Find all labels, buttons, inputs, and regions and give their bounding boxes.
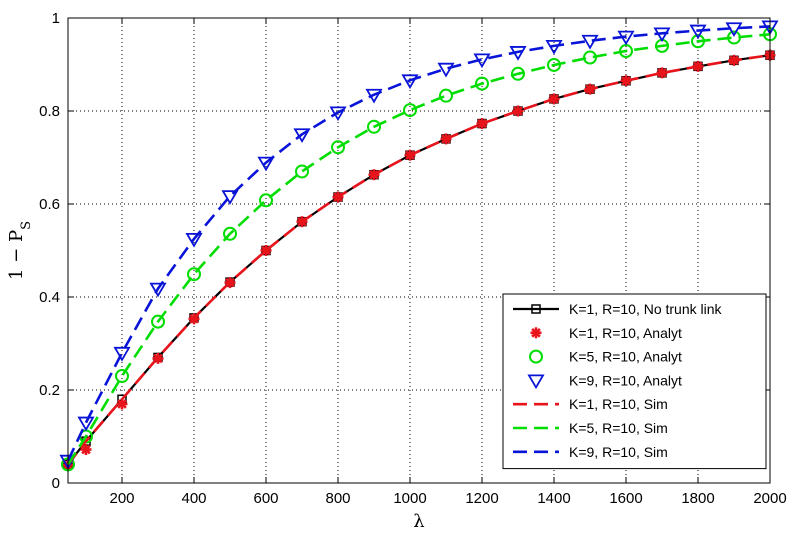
legend-label: K=5, R=10, Sim <box>569 420 668 436</box>
tick-labels: 200 400 600 800 1000 1200 1400 1600 1800 2000 0 0.2… <box>39 10 787 507</box>
star-stroke <box>657 68 667 78</box>
y-tick-label: 0 <box>52 475 60 492</box>
legend-label: K=5, R=10, Analyt <box>569 349 682 365</box>
y-tick-label: 0.8 <box>39 103 60 120</box>
y-tick-label: 0.4 <box>39 289 60 306</box>
star-stroke <box>531 327 541 338</box>
legend-label: K=9, R=10, Analyt <box>569 372 682 388</box>
data-point <box>295 164 309 179</box>
plot-frame <box>67 17 771 484</box>
data-point <box>511 66 525 81</box>
legend-label: K=1, R=10, No trunk link <box>569 301 723 317</box>
x-tick-label: 600 <box>253 490 278 507</box>
data-point <box>116 398 128 410</box>
data-point <box>151 314 165 329</box>
series-line <box>66 53 771 466</box>
data-point <box>77 416 95 432</box>
legend-item: K=9, R=10, Analyt <box>527 372 682 390</box>
axis-ticks <box>68 17 771 484</box>
legend-box <box>502 293 767 470</box>
data-point <box>581 34 599 50</box>
data-point <box>223 226 237 241</box>
y-tick-label: 0.6 <box>39 196 60 213</box>
legend-item: K=9, R=10, Sim <box>513 444 668 460</box>
data-point <box>403 103 417 118</box>
data-point <box>115 369 129 384</box>
legend-label: K=1, R=10, Analyt <box>569 325 682 341</box>
star-stroke <box>513 106 523 116</box>
series-line <box>66 25 771 462</box>
x-tick-label: 400 <box>181 490 206 507</box>
series-7 <box>66 25 771 462</box>
legend-item: K=5, R=10, Analyt <box>529 349 682 365</box>
y-axis-label: 1 − PS <box>6 221 34 280</box>
y-tick-label: 1 <box>52 10 60 27</box>
data-point <box>185 232 203 248</box>
data-point <box>113 346 131 362</box>
data-point <box>293 128 311 144</box>
data-point <box>367 119 381 134</box>
x-tick-label: 1400 <box>537 490 570 507</box>
legend-marker <box>527 374 545 390</box>
x-tick-label: 800 <box>325 490 350 507</box>
legend-item: K=1, R=10, Sim <box>513 396 668 412</box>
star-stroke <box>477 118 487 129</box>
data-point <box>475 76 489 91</box>
y-tick-label: 0.2 <box>39 382 60 399</box>
data-point <box>80 444 92 456</box>
x-tick-label: 2000 <box>753 490 786 507</box>
legend-item: K=1, R=10, Analyt <box>530 325 682 341</box>
x-tick-label: 200 <box>109 490 134 507</box>
legend-item: K=5, R=10, Sim <box>513 420 668 436</box>
data-point <box>401 74 419 90</box>
legend: K=1, R=10, No trunk link K=1, R=10, Analy… <box>502 293 767 470</box>
x-tick-label: 1600 <box>609 490 642 507</box>
legend-item: K=1, R=10, No trunk link <box>513 301 723 317</box>
star-stroke <box>81 444 91 455</box>
data-point <box>439 88 453 103</box>
x-axis-label: λ <box>413 511 424 532</box>
data-point <box>149 282 167 298</box>
star-stroke <box>117 399 127 409</box>
data-point <box>187 267 201 282</box>
y-axis-label-subscript: S <box>19 221 34 230</box>
data-point <box>331 140 345 155</box>
legend-marker <box>530 327 542 339</box>
x-tick-label: 1200 <box>465 490 498 507</box>
data-point <box>257 156 275 172</box>
legend-label: K=1, R=10, Sim <box>569 396 668 412</box>
x-tick-label: 1800 <box>681 490 714 507</box>
x-tick-label: 1000 <box>393 490 426 507</box>
y-axis-label-main: 1 − P <box>6 230 27 280</box>
data-point <box>437 62 455 78</box>
legend-marker <box>529 349 543 364</box>
data-point <box>259 193 273 208</box>
series-5 <box>66 53 771 466</box>
data-point <box>221 190 239 205</box>
series-layer <box>59 20 779 472</box>
legend-marker <box>531 304 541 314</box>
legend-label: K=9, R=10, Sim <box>569 444 668 460</box>
